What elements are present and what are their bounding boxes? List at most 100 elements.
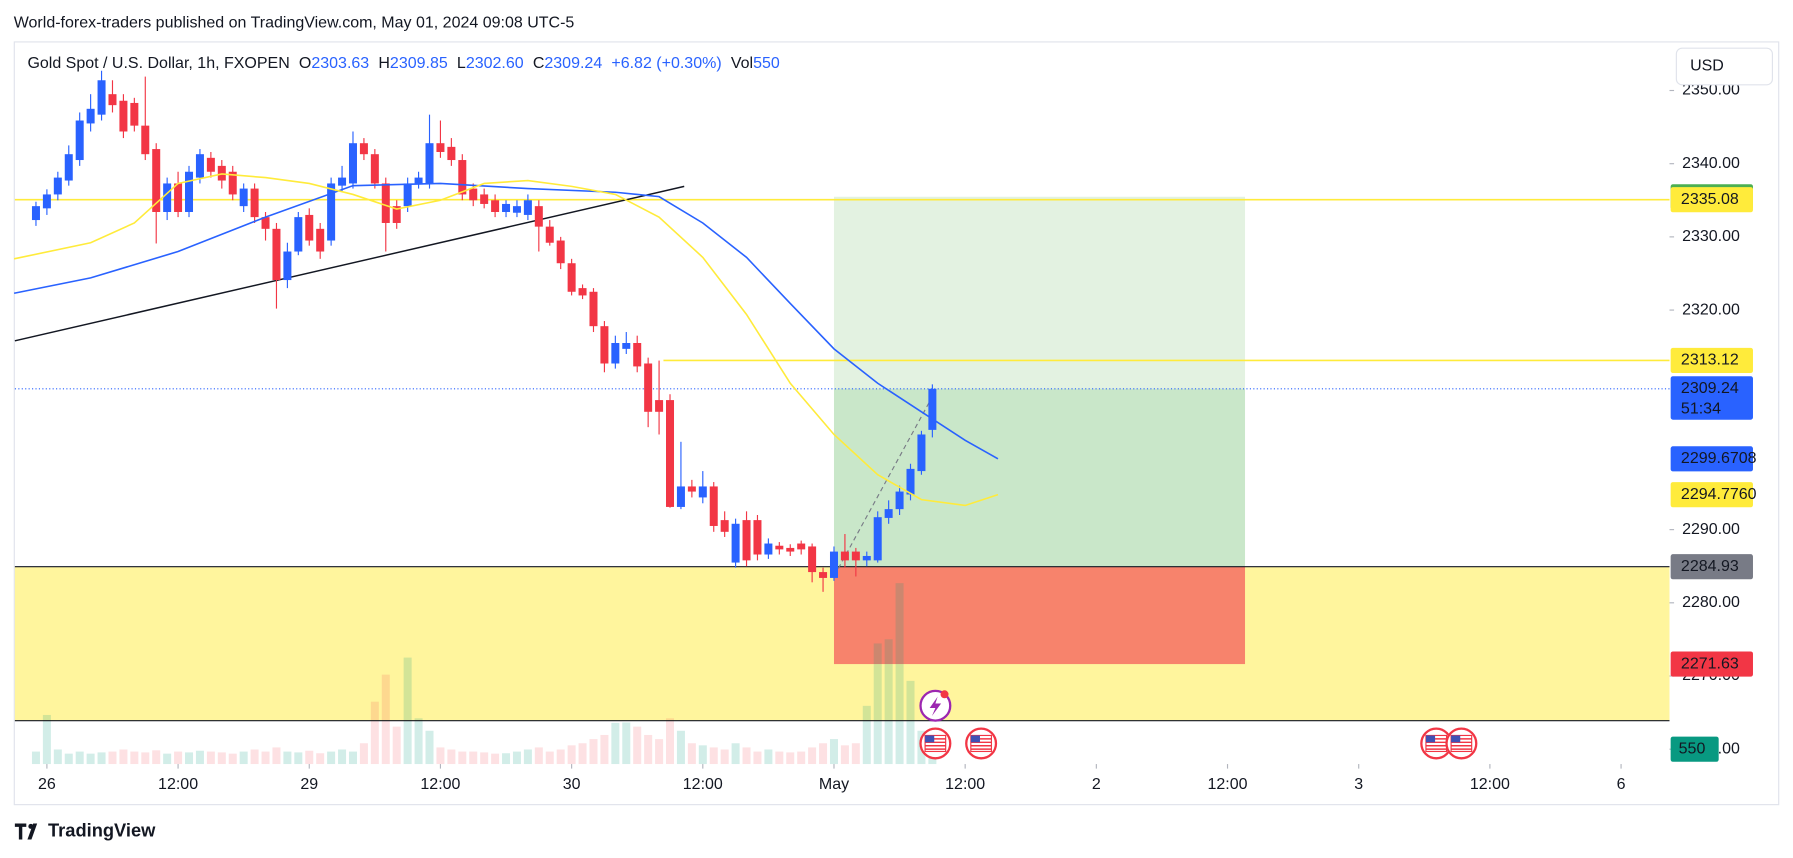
price-badge-label: 2299.6708 [1681,450,1757,467]
candle-body [556,240,565,264]
price-badge-label: 2309.24 [1681,380,1739,397]
volume-bar [491,753,500,765]
volume-bar [370,701,379,765]
volume-bar [611,722,620,765]
volume-bar [272,747,281,765]
candle-body [502,203,511,212]
candle-body [195,154,204,178]
candle-body [633,343,642,367]
candle-body [86,108,95,124]
candle-body [829,551,838,578]
volume-bar [327,751,336,765]
currency-button[interactable]: USD [1675,47,1773,86]
candle-body [392,206,401,223]
lightning-icon [929,696,942,717]
legend-value: 2303.63 [311,55,369,72]
volume-bar [359,743,368,765]
volume-bar [786,752,795,765]
candle-body [655,400,664,412]
volume-bar [655,739,664,765]
candle-body [545,226,554,243]
candle-body [600,326,609,364]
footer-logo: TradingView [14,819,156,840]
candle-body [42,194,51,209]
volume-bar [86,753,95,765]
volume-bar [119,749,128,765]
candle-body [206,157,215,172]
candle-body [676,486,685,507]
volume-bar [53,749,62,765]
candle-body [327,183,336,241]
candle-body [108,94,117,106]
price-badge [1670,187,1753,213]
candle-body [359,143,368,155]
volume-bar [185,752,194,765]
x-tick-label: 3 [1354,776,1363,793]
volume-bar [698,745,707,765]
volume-bar [217,752,226,765]
x-tick-label: 12:00 [1470,776,1510,793]
candle-body [53,177,62,195]
candle-body [687,486,696,492]
volume-bar [589,739,598,765]
y-tick-label: 2280.00 [1682,594,1740,611]
open-profit-area [833,388,1246,567]
price-badge [1670,347,1753,373]
candle-body [819,572,828,578]
volume-bar [622,722,631,765]
price-badge-label: 2335.08 [1681,191,1739,208]
candle-body [622,343,631,349]
volume-bar [906,680,915,765]
legend-value: +6.82 (+0.30%) [611,55,721,72]
candle-body [906,468,915,495]
event-dot [940,690,949,699]
volume-bar [556,749,565,765]
candle-body [611,343,620,364]
candle-body [97,80,106,115]
volume-bar [75,751,84,765]
candle-body [436,143,445,152]
x-tick-label: 12:00 [158,776,198,793]
candle-body [742,520,751,561]
legend-value: 2309.24 [544,55,602,72]
volume-bar [348,751,357,765]
overlay: USD TradingView [14,47,1773,840]
x-tick-label: 30 [563,776,581,793]
publish-header: World-forex-traders published on Trading… [14,14,575,31]
volume-badge [1670,736,1719,762]
volume-bar [316,753,325,765]
footer-brand: TradingView [48,819,156,840]
candle-body [414,177,423,184]
candle-body [666,400,675,507]
volume-bar [840,745,849,765]
us-flag-event[interactable] [919,727,952,760]
volume-bar [676,730,685,765]
volume-bar [414,718,423,765]
event-icons [919,689,1478,760]
volume-bar [152,750,161,765]
candle-body [764,543,773,555]
candle-body [130,102,139,126]
x-tick-label: 6 [1617,776,1626,793]
x-tick-label: 12:00 [945,776,985,793]
volume-bar [742,747,751,765]
candle-body [239,188,248,207]
volume-bar [502,753,511,765]
candle-body [480,194,489,204]
x-tick-label: 26 [38,776,56,793]
volume-bar [600,734,609,765]
volume-bar [644,734,653,765]
countdown-label: 51:34 [1681,401,1721,418]
us-flag-event[interactable] [965,727,998,760]
volume-bar [829,739,838,765]
volume-bar [884,639,893,765]
candle-body [698,486,707,498]
us-flag-event[interactable] [1445,727,1478,760]
y-tick-label: 2320.00 [1682,301,1740,318]
volume-bar [808,747,817,765]
candle-body [403,183,412,207]
candle-body [884,509,893,518]
volume-bar [261,751,270,765]
candle-body [720,520,729,532]
